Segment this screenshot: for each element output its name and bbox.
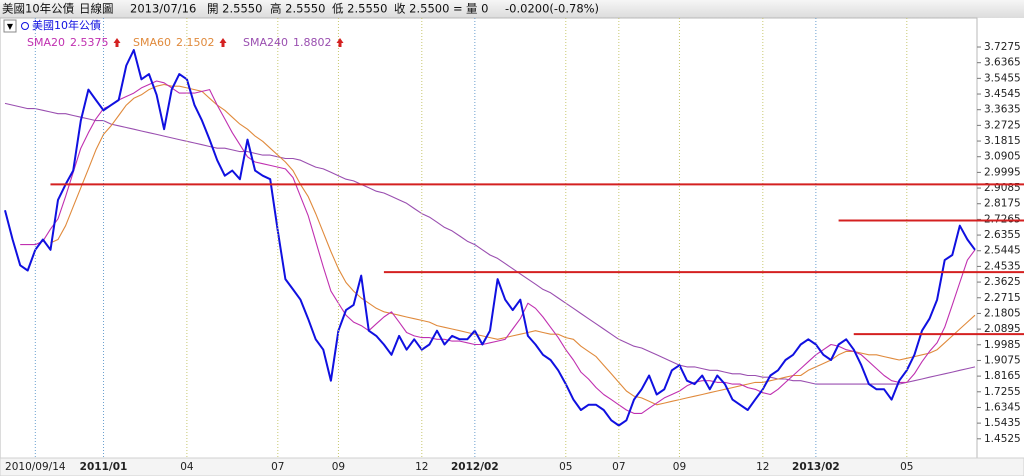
x-tick-label: 07 bbox=[271, 461, 284, 473]
y-tick-label: 1.9075 bbox=[984, 354, 1021, 366]
y-tick-label: 1.5435 bbox=[984, 417, 1021, 429]
y-tick-label: 2.9995 bbox=[984, 166, 1021, 178]
x-tick-label: 2013/02 bbox=[792, 461, 840, 473]
x-tick-label: 05 bbox=[900, 461, 913, 473]
x-tick-label: 12 bbox=[756, 461, 769, 473]
series-line bbox=[4, 49, 976, 427]
y-tick-label: 3.1815 bbox=[984, 135, 1021, 147]
x-tick-label: 09 bbox=[332, 461, 345, 473]
y-tick-label: 2.8175 bbox=[984, 198, 1021, 210]
x-tick-label: 04 bbox=[180, 461, 194, 473]
y-tick-label: 1.8165 bbox=[984, 370, 1021, 382]
x-tick-label: 2011/01 bbox=[80, 461, 128, 473]
dropdown-button[interactable] bbox=[3, 19, 17, 33]
x-tick-label: 07 bbox=[612, 461, 625, 473]
x-tick-label: 05 bbox=[559, 461, 572, 473]
header-item: 開 2.5550 bbox=[207, 2, 262, 16]
symbol-icon bbox=[21, 22, 29, 30]
x-tick-label: 2012/02 bbox=[451, 461, 499, 473]
y-tick-label: 1.7255 bbox=[984, 386, 1021, 398]
y-tick-label: 3.4545 bbox=[984, 88, 1021, 100]
legend-value: 2.5375 bbox=[70, 36, 109, 49]
legend-value: 2.1502 bbox=[176, 36, 215, 49]
legend-arrow bbox=[113, 38, 121, 47]
y-tick-label: 2.7265 bbox=[984, 213, 1021, 225]
legend-arrow bbox=[219, 38, 227, 47]
y-tick-label: 2.4535 bbox=[984, 260, 1021, 272]
legend-label: SMA240 bbox=[243, 36, 288, 49]
y-tick-label: 1.6345 bbox=[984, 401, 1021, 413]
y-tick-label: 3.0905 bbox=[984, 151, 1021, 163]
y-tick-label: 3.3635 bbox=[984, 104, 1021, 116]
header-item: 2013/07/16 bbox=[130, 2, 196, 16]
dropdown-icon: ▼ bbox=[7, 22, 14, 31]
x-axis-bar bbox=[0, 457, 1024, 476]
y-tick-label: 3.2725 bbox=[984, 119, 1021, 131]
legend-label: SMA20 bbox=[27, 36, 65, 49]
series-line bbox=[4, 102, 976, 385]
y-tick-label: 2.6355 bbox=[984, 229, 1021, 241]
legend-value: 1.8802 bbox=[293, 36, 332, 49]
header-item: 低 2.5550 bbox=[332, 2, 387, 16]
series-lines bbox=[4, 49, 976, 427]
y-tick-label: 2.0895 bbox=[984, 323, 1021, 335]
header-item: 量 0 bbox=[466, 2, 488, 16]
plot-area bbox=[0, 17, 978, 459]
series-line bbox=[50, 83, 976, 406]
header-item: 美國10年公債 bbox=[2, 2, 75, 16]
header-item: 收 2.5500 = bbox=[394, 2, 463, 16]
header-item: -0.0200(-0.78%) bbox=[505, 2, 599, 16]
y-tick-label: 2.2715 bbox=[984, 292, 1021, 304]
legend-label: 美國10年公債 bbox=[32, 18, 101, 32]
y-tick-label: 3.5455 bbox=[984, 72, 1021, 84]
y-tick-label: 2.1805 bbox=[984, 307, 1021, 319]
legend-label: SMA60 bbox=[133, 36, 171, 49]
y-tick-label: 3.6365 bbox=[984, 57, 1021, 69]
header-item: 日線圖 bbox=[79, 2, 114, 16]
legend-arrow bbox=[336, 38, 344, 47]
y-tick-label: 3.7275 bbox=[984, 41, 1021, 53]
y-tick-label: 1.9985 bbox=[984, 339, 1021, 351]
x-tick-label: 09 bbox=[673, 461, 686, 473]
y-tick-label: 2.5445 bbox=[984, 245, 1021, 257]
header-bar bbox=[0, 0, 1024, 18]
header-item: 高 2.5550 bbox=[270, 2, 325, 16]
y-tick-label: 2.3625 bbox=[984, 276, 1021, 288]
x-tick-label: 2010/09/14 bbox=[5, 461, 66, 473]
x-tick-label: 12 bbox=[415, 461, 428, 473]
y-tick-label: 1.4525 bbox=[984, 433, 1021, 445]
